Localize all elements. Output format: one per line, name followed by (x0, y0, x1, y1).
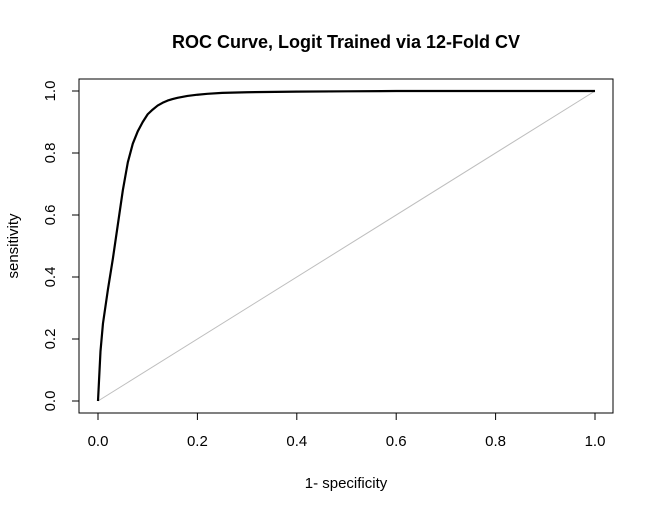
reference-diagonal-line (97, 90, 596, 402)
y-tick-label: 0.6 (42, 205, 59, 226)
chart-title: ROC Curve, Logit Trained via 12-Fold CV (172, 32, 520, 52)
y-axis: 0.0 0.2 0.4 0.6 0.8 1.0 (42, 81, 80, 412)
x-tick-label: 0.8 (485, 433, 506, 450)
x-tick-label: 0.2 (187, 433, 208, 450)
roc-curve-line (96, 89, 595, 402)
series-layer (96, 89, 596, 402)
y-tick-label: 0.0 (42, 391, 59, 412)
x-tick-label: 0.0 (88, 433, 109, 450)
x-tick-label: 1.0 (585, 433, 606, 450)
x-tick-label: 0.4 (286, 433, 307, 450)
y-tick-label: 0.4 (42, 267, 59, 288)
y-axis-title: sensitivity (5, 213, 22, 279)
y-tick-label: 1.0 (42, 81, 59, 102)
x-tick-label: 0.6 (386, 433, 407, 450)
y-tick-label: 0.2 (42, 329, 59, 350)
y-tick-label: 0.8 (42, 143, 59, 164)
x-axis: 0.0 0.2 0.4 0.6 0.8 1.0 (88, 412, 606, 450)
x-axis-title: 1- specificity (305, 475, 388, 492)
